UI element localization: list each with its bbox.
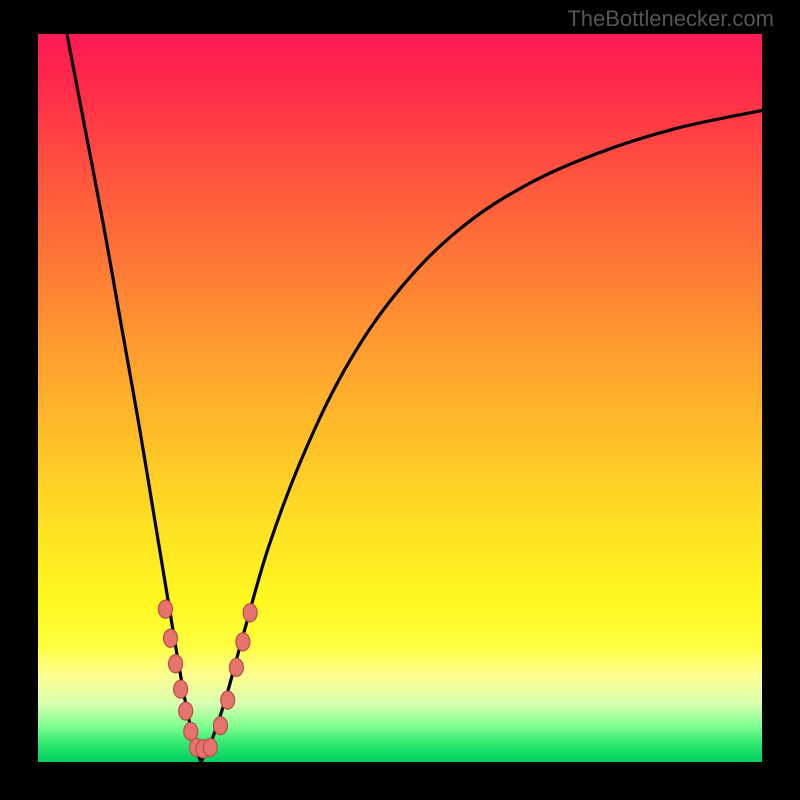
data-marker	[163, 629, 177, 647]
data-marker	[221, 691, 235, 709]
data-marker	[158, 600, 172, 618]
plot-area	[38, 34, 762, 762]
watermark-text: TheBottlenecker.com	[567, 6, 774, 32]
curve-left-branch	[67, 34, 201, 762]
data-marker	[236, 633, 250, 651]
data-marker	[243, 604, 257, 622]
data-marker	[203, 738, 217, 756]
curve-right-branch	[201, 110, 762, 762]
chart-container: TheBottlenecker.com	[0, 0, 800, 800]
data-marker	[184, 722, 198, 740]
data-marker	[179, 702, 193, 720]
data-marker	[169, 655, 183, 673]
data-marker	[213, 717, 227, 735]
data-marker	[174, 680, 188, 698]
bottleneck-curve-chart	[38, 34, 762, 762]
data-marker	[229, 658, 243, 676]
